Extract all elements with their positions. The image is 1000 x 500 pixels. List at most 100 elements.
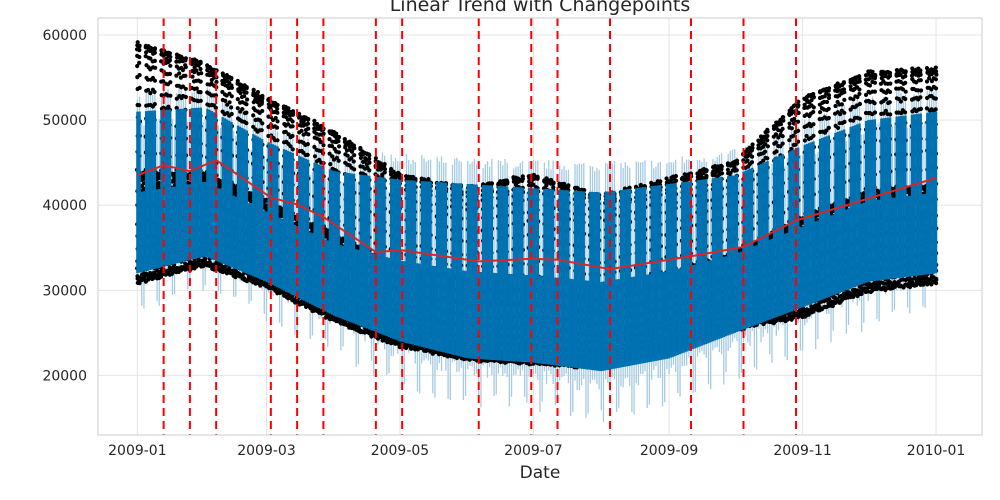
- observed-point: [259, 128, 264, 133]
- observed-point: [382, 162, 387, 167]
- observed-point: [233, 186, 238, 191]
- observed-point: [238, 90, 243, 96]
- observed-point: [290, 119, 295, 124]
- observed-point: [290, 124, 295, 129]
- observed-point: [180, 68, 185, 73]
- observed-point: [273, 115, 278, 121]
- observed-point: [327, 151, 332, 156]
- observed-point: [242, 94, 247, 99]
- observed-point: [146, 87, 151, 93]
- observed-point: [135, 40, 140, 45]
- observed-point: [235, 106, 240, 111]
- observed-point: [177, 71, 182, 76]
- observed-point: [312, 154, 318, 159]
- observed-point: [336, 139, 341, 144]
- observed-point: [413, 176, 418, 182]
- observed-point: [152, 47, 157, 52]
- observed-point: [367, 153, 372, 158]
- observed-point: [137, 103, 142, 108]
- observed-point: [531, 182, 536, 187]
- observed-point: [183, 73, 188, 78]
- observed-point: [352, 153, 357, 158]
- observed-point: [245, 97, 250, 102]
- observed-point: [551, 180, 556, 185]
- observed-point: [582, 188, 587, 193]
- observed-point: [329, 144, 335, 149]
- observed-point: [194, 68, 199, 73]
- observed-point: [167, 71, 173, 76]
- observed-point: [260, 108, 265, 114]
- observed-point: [194, 86, 199, 91]
- observed-point: [137, 281, 142, 286]
- observed-point: [259, 99, 265, 104]
- observed-point: [152, 102, 157, 107]
- observed-point: [159, 274, 164, 279]
- observed-point: [199, 71, 204, 76]
- observed-point: [211, 72, 217, 77]
- observed-point: [275, 106, 280, 111]
- observed-point: [336, 158, 341, 163]
- observed-point: [137, 73, 142, 78]
- observed-point: [382, 170, 387, 175]
- observed-point: [148, 56, 153, 61]
- observed-point: [198, 90, 203, 95]
- observed-point: [142, 275, 147, 280]
- observed-point: [306, 126, 311, 131]
- observed-point: [549, 178, 554, 183]
- observed-point: [183, 63, 188, 68]
- observed-point: [168, 80, 173, 85]
- observed-point: [260, 93, 265, 99]
- observed-point: [168, 63, 173, 68]
- observed-point: [137, 54, 142, 60]
- observed-point: [318, 140, 323, 145]
- observed-point: [198, 79, 203, 84]
- observed-point: [227, 100, 232, 105]
- observed-point: [203, 256, 208, 261]
- observed-point: [299, 115, 304, 120]
- observed-point: [351, 143, 357, 148]
- observed-point: [349, 149, 355, 154]
- observed-point: [248, 198, 253, 204]
- observed-point: [244, 102, 249, 107]
- chart-title: Linear Trend with Changepoints: [390, 0, 691, 16]
- observed-point: [305, 152, 310, 157]
- observed-point: [148, 91, 153, 96]
- observed-point: [358, 145, 363, 151]
- observed-point: [251, 87, 256, 92]
- observed-point: [157, 181, 162, 186]
- observed-point: [229, 94, 234, 99]
- observed-point: [244, 90, 249, 95]
- observed-point: [255, 90, 260, 95]
- observed-point: [251, 113, 256, 118]
- observed-point: [167, 51, 172, 56]
- observed-point: [358, 155, 363, 160]
- observed-point: [373, 156, 378, 161]
- observed-point: [312, 118, 317, 123]
- observed-point: [174, 96, 179, 101]
- observed-point: [229, 111, 234, 117]
- observed-point: [321, 143, 326, 148]
- observed-point: [229, 105, 234, 110]
- observed-point: [152, 89, 157, 95]
- observed-point: [291, 111, 296, 116]
- observed-point: [299, 128, 304, 133]
- observed-point: [202, 174, 207, 179]
- observed-point: [223, 98, 228, 103]
- observed-point: [240, 107, 245, 112]
- observed-point: [275, 110, 280, 115]
- observed-point: [183, 86, 188, 91]
- observed-point: [489, 181, 494, 186]
- observed-point: [260, 121, 265, 126]
- observed-point: [258, 118, 263, 123]
- observed-point: [152, 50, 157, 55]
- observed-point: [137, 48, 142, 53]
- observed-point: [327, 137, 332, 142]
- observed-point: [198, 66, 203, 72]
- observed-point: [137, 85, 142, 90]
- observed-point: [305, 117, 311, 122]
- observed-point: [152, 58, 157, 64]
- observed-point: [306, 132, 311, 137]
- observed-point: [168, 54, 173, 60]
- observed-point: [290, 133, 295, 139]
